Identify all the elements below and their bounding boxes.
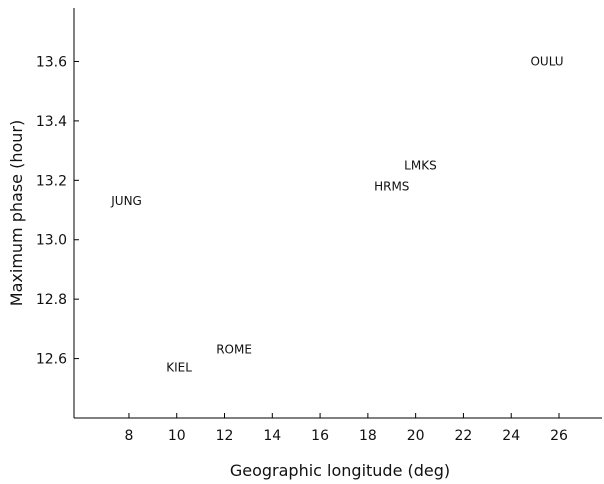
y-tick-label: 13.0 [36,233,67,249]
x-tick-label: 12 [216,428,234,444]
x-tick-label: 10 [168,428,186,444]
y-ticks: 12.6 12.8 13.0 13.2 13.4 13.6 [36,54,79,368]
plot-area [73,8,602,419]
data-point-label: OULU [530,54,563,68]
y-tick-label: 12.8 [36,292,67,308]
x-tick-label: 22 [455,428,473,444]
data-point-label: KIEL [166,360,192,374]
x-tick-label: 16 [311,428,329,444]
y-axis-title: Maximum phase (hour) [7,120,26,306]
x-ticks: 8 10 12 14 16 18 20 22 24 26 [124,413,568,444]
x-tick-label: 26 [550,428,568,444]
data-point-label: HRMS [374,179,409,193]
y-tick-label: 13.6 [36,54,67,70]
x-tick-label: 14 [263,428,281,444]
x-tick-label: 8 [124,428,133,444]
data-points: JUNG KIEL ROME HRMS LMKS OULU [110,54,563,374]
y-tick-label: 13.4 [36,114,67,130]
y-tick-label: 13.2 [36,173,67,189]
x-axis-title: Geographic longitude (deg) [230,461,450,480]
x-tick-label: 20 [407,428,425,444]
data-point-label: ROME [216,343,252,357]
data-point-label: JUNG [110,194,142,208]
x-tick-label: 24 [502,428,520,444]
data-point-label: LMKS [404,158,437,172]
x-tick-label: 18 [359,428,377,444]
y-tick-label: 12.6 [36,352,67,368]
